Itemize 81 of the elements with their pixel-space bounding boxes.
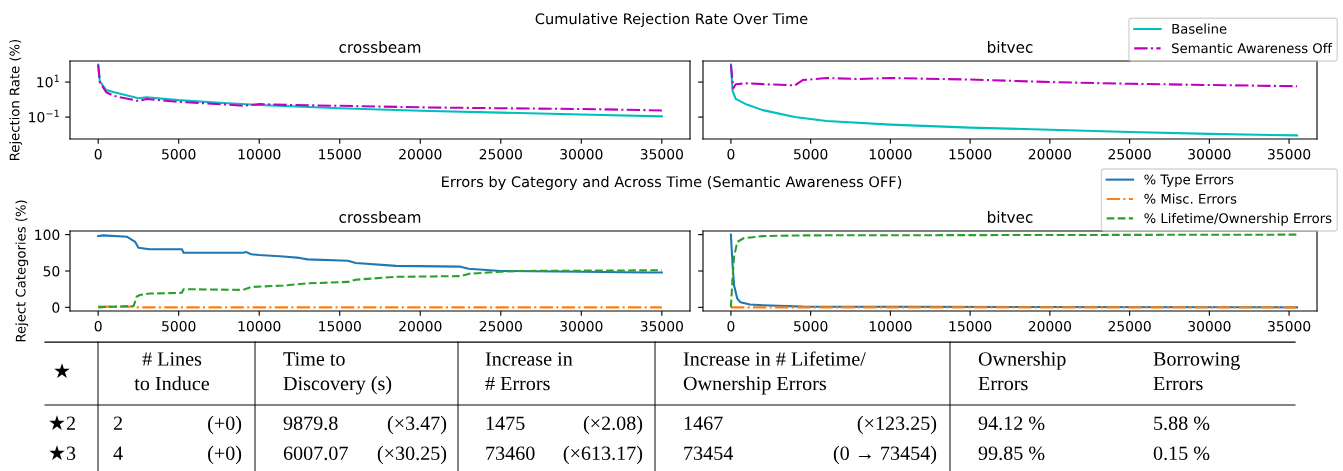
- text: (×30.25): [377, 445, 447, 465]
- x-tick-label: 30000: [1188, 320, 1231, 332]
- text: Cumulative Rejection Rate Over Time: [535, 12, 808, 28]
- text: 0.15 %: [1153, 446, 1210, 461]
- text: Increase in # Lifetime/ Ownership Errors: [683, 351, 866, 395]
- text: (×2.08): [583, 415, 643, 435]
- x-tick-label: 15000: [319, 320, 361, 332]
- text: 94.12 %: [978, 416, 1045, 431]
- text: # Lines to Induce: [134, 352, 210, 391]
- text: 1467: [684, 416, 723, 431]
- x-tick-label: 25000: [1108, 320, 1151, 332]
- x-tick-label: 20000: [1028, 148, 1072, 160]
- text: Time to Discovery (s): [283, 352, 392, 395]
- x-tick-label: 10000: [869, 320, 912, 332]
- text: 6007.07: [283, 446, 348, 461]
- chart-title: bitvec: [988, 211, 1033, 223]
- text: 73454: [684, 446, 734, 461]
- x-tick-label: 35000: [1268, 148, 1311, 160]
- text: ★2: [49, 415, 75, 430]
- x-tick-label: 5000: [162, 148, 196, 160]
- x-tick-label: 10000: [238, 148, 281, 160]
- x-tick-label: 0: [727, 320, 735, 332]
- text: (×3.47): [387, 415, 447, 435]
- legend-label: Baseline: [1172, 23, 1227, 34]
- x-tick-label: 5000: [162, 320, 196, 332]
- x-tick-label: 35000: [1268, 320, 1311, 332]
- chart-title: crossbeam: [339, 211, 421, 223]
- y-tick-label: 0: [52, 302, 60, 313]
- text: (×613.17): [563, 445, 643, 465]
- x-tick-label: 10000: [238, 320, 281, 332]
- x-tick-label: 30000: [560, 320, 603, 332]
- text: (0 → 73454): [833, 445, 937, 465]
- y-axis-title: Reject Categories (%): [15, 200, 29, 342]
- x-tick-label: 15000: [949, 320, 992, 332]
- text: Increase in # Errors: [485, 352, 573, 391]
- x-tick-label: 5000: [794, 148, 828, 160]
- text: 2: [113, 416, 122, 430]
- y-tick-label: 100: [35, 229, 60, 241]
- legend-label: % Misc. Errors: [1144, 193, 1237, 204]
- x-tick-label: 25000: [479, 320, 522, 332]
- legend-label: Semantic Awareness Off: [1172, 42, 1333, 54]
- text: ★: [54, 363, 70, 378]
- x-tick-label: 0: [94, 148, 102, 160]
- x-tick-label: 20000: [399, 320, 442, 332]
- text: Ownership Errors: [978, 351, 1066, 391]
- x-tick-label: 0: [94, 320, 102, 332]
- x-tick-label: 30000: [1188, 148, 1231, 160]
- x-tick-label: 30000: [560, 148, 603, 160]
- x-tick-label: 20000: [399, 148, 442, 160]
- chart-title: bitvec: [988, 41, 1033, 53]
- text: 73460: [486, 446, 535, 461]
- x-tick-label: 35000: [640, 148, 683, 160]
- legend-label: % Lifetime/Ownership Errors: [1144, 212, 1332, 226]
- line-series: [97, 269, 663, 309]
- x-tick-label: 0: [727, 148, 735, 160]
- x-tick-label: 35000: [640, 320, 683, 332]
- line-series: [97, 234, 663, 274]
- y-tick-label: 50: [43, 265, 60, 277]
- text: 99.85 %: [978, 446, 1045, 461]
- text: 1475: [486, 416, 525, 431]
- x-tick-label: 15000: [319, 148, 361, 160]
- text: (+0): [208, 415, 242, 435]
- y-axis-title: Rejection Rate (%): [9, 39, 23, 160]
- x-tick-label: 25000: [1108, 148, 1151, 160]
- text: (+0): [208, 445, 242, 465]
- text: ★3: [49, 445, 76, 461]
- text: 9879.8: [283, 416, 338, 431]
- x-tick-label: 15000: [949, 148, 992, 160]
- text: (×123.25): [857, 415, 937, 435]
- text: 4: [113, 446, 123, 460]
- chart-title: crossbeam: [339, 41, 421, 53]
- legend-label: % Type Errors: [1144, 174, 1234, 187]
- text: Errors by Category and Across Time (Semantic Awareness OFF): [442, 175, 902, 191]
- y-tick-label: 10$^{1}$: [37, 74, 59, 88]
- x-tick-label: 20000: [1028, 320, 1072, 332]
- x-tick-label: 25000: [479, 148, 522, 160]
- x-tick-label: 5000: [794, 320, 828, 332]
- text: Borrowing Errors: [1153, 352, 1240, 391]
- y-tick-label: 10$^{−1}$: [29, 109, 59, 123]
- text: 5.88 %: [1154, 416, 1210, 431]
- x-tick-label: 10000: [869, 148, 912, 160]
